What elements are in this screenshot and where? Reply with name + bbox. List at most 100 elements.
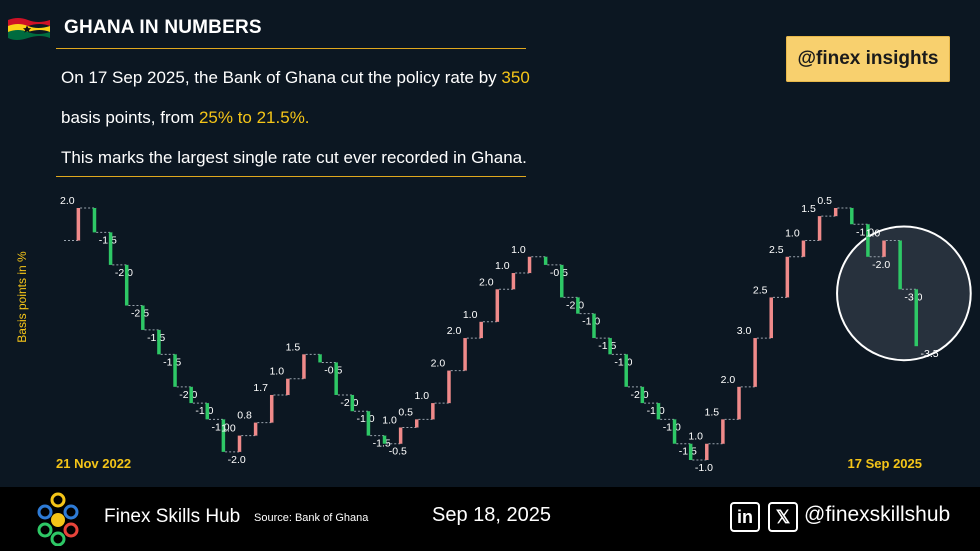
data-label: 0.5 <box>817 195 832 207</box>
waterfall-bar <box>560 264 564 298</box>
data-label: -1.0 <box>212 421 230 433</box>
data-label: 3.0 <box>737 325 752 337</box>
data-label: 1.0 <box>495 260 510 272</box>
data-label: -1.0 <box>647 405 665 417</box>
data-label: 2.0 <box>447 325 462 337</box>
headline-line-3: This marks the largest single rate cut e… <box>61 148 527 167</box>
linkedin-icon[interactable]: in <box>730 502 760 532</box>
waterfall-bar <box>76 208 81 241</box>
data-label: -2.0 <box>115 267 133 279</box>
y-axis-label: Basis points in % <box>15 251 29 343</box>
data-label: -0.5 <box>389 446 407 458</box>
waterfall-bar <box>253 422 258 436</box>
waterfall-bar <box>124 264 129 306</box>
data-label: 2.0 <box>431 358 446 370</box>
data-label: -0.5 <box>550 267 568 279</box>
headline-rule <box>56 176 526 177</box>
waterfall-bar <box>302 354 306 379</box>
waterfall-bar <box>334 362 338 395</box>
data-label: 1.0 <box>269 366 284 378</box>
waterfall-bar <box>527 256 532 274</box>
waterfall-bar <box>108 232 113 265</box>
data-label: -1.5 <box>147 332 165 344</box>
title-rule <box>56 48 526 49</box>
source-note: Source: Bank of Ghana <box>254 512 369 524</box>
data-label: -1.5 <box>99 234 117 246</box>
data-label: 1.0 <box>866 228 881 240</box>
data-label: -1.5 <box>163 356 181 368</box>
data-label: 1.0 <box>221 423 236 435</box>
data-label: -1.0 <box>582 316 600 328</box>
data-label: 2.5 <box>769 244 784 256</box>
highlight-rate-range: 25% to 21.5%. <box>198 108 310 127</box>
data-label: 0.5 <box>398 406 413 418</box>
waterfall-bar <box>592 313 596 339</box>
data-label: -1.0 <box>663 421 681 433</box>
waterfall-bar <box>382 435 387 444</box>
data-label: -3.0 <box>904 291 922 303</box>
ghana-flag-icon <box>8 18 50 40</box>
data-label: 1.0 <box>688 431 703 443</box>
waterfall-bar <box>479 321 483 339</box>
data-label: 1.5 <box>705 406 720 418</box>
data-label: 1.0 <box>382 414 397 426</box>
data-label: -2.0 <box>630 389 648 401</box>
waterfall-bar <box>769 297 773 339</box>
waterfall-bar <box>801 240 806 257</box>
waterfall-bar <box>92 208 97 233</box>
waterfall-bar <box>286 378 290 395</box>
waterfall-bar <box>882 240 886 257</box>
waterfall-bar <box>543 256 548 265</box>
data-label: 1.0 <box>463 309 478 321</box>
x-end-label: 17 Sep 2025 <box>847 456 922 471</box>
data-label: 1.0 <box>785 228 800 240</box>
waterfall-bar <box>221 419 226 452</box>
waterfall-bar <box>914 289 918 347</box>
x-twitter-icon[interactable]: 𝕏 <box>768 502 798 532</box>
highlight-circle <box>836 225 972 362</box>
waterfall-bar <box>833 208 838 217</box>
data-label: 0.8 <box>237 410 252 422</box>
waterfall-bar <box>608 338 612 355</box>
waterfall-bar <box>237 435 242 452</box>
waterfall-bar <box>576 297 580 314</box>
data-label: 1.0 <box>414 390 429 402</box>
waterfall-bar <box>850 208 854 225</box>
waterfall-bar <box>269 394 274 423</box>
data-label: 2.0 <box>479 276 494 288</box>
waterfall-bar <box>447 370 451 404</box>
data-label: -3.5 <box>921 348 939 360</box>
waterfall-bar <box>705 443 709 460</box>
finex-insights-badge: @finex insights <box>786 36 950 82</box>
data-label: -2.0 <box>566 299 584 311</box>
footer-bar <box>0 487 980 551</box>
data-label: 1.7 <box>253 382 268 394</box>
waterfall-bar <box>866 224 870 257</box>
data-label: 2.0 <box>60 195 75 207</box>
brand-name: Finex Skills Hub <box>104 506 241 527</box>
waterfall-bar <box>495 289 500 322</box>
data-label: 1.0 <box>511 244 526 256</box>
waterfall-bar <box>656 403 661 420</box>
social-handle[interactable]: @finexskillshub <box>804 503 951 526</box>
data-label: 2.0 <box>721 374 736 386</box>
page-title: GHANA IN NUMBERS <box>64 17 262 38</box>
waterfall-bar <box>205 403 210 420</box>
waterfall-bar <box>431 403 435 420</box>
waterfall-bar <box>688 443 693 460</box>
waterfall-bar <box>753 338 757 387</box>
waterfall-bar <box>318 354 322 363</box>
headline-text: On 17 Sep 2025, the Bank of Ghana cut th… <box>61 68 502 87</box>
data-label: -2.0 <box>179 389 197 401</box>
headline-line-2: basis points, from 25% to 21.5%. <box>61 108 310 128</box>
publish-date: Sep 18, 2025 <box>432 504 551 526</box>
data-label: 1.5 <box>801 203 816 215</box>
headline-text: basis points, from <box>61 108 199 127</box>
data-label: -2.5 <box>131 308 149 320</box>
data-label: -1.5 <box>679 446 697 458</box>
x-start-label: 21 Nov 2022 <box>56 456 132 471</box>
waterfall-bar <box>624 354 628 387</box>
highlight-bps: 350 <box>501 68 530 87</box>
waterfall-bar <box>640 386 645 404</box>
data-label: -2.0 <box>340 397 358 409</box>
